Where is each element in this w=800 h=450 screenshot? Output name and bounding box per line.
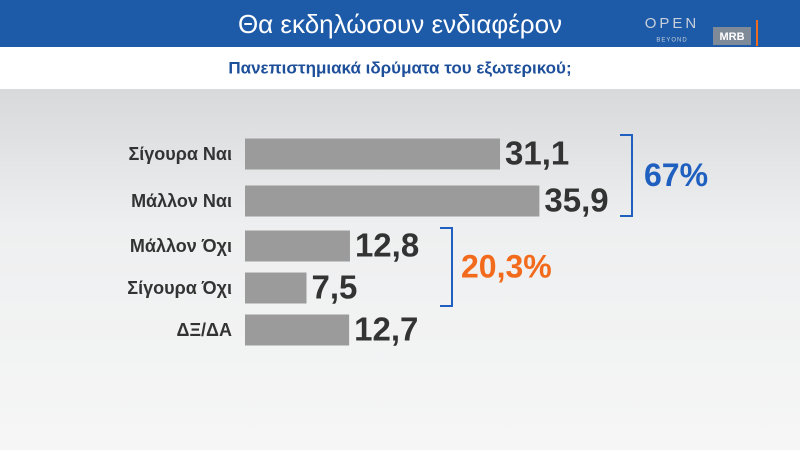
value-label: 31,1 — [505, 135, 569, 172]
value-label: 7,5 — [312, 269, 358, 306]
subtitle-bar — [0, 47, 800, 89]
bar — [245, 230, 350, 262]
value-label: 12,7 — [354, 311, 418, 348]
chart-subtitle: Πανεπιστημιακά ιδρύματα του εξωτερικού; — [228, 58, 571, 77]
bar — [245, 272, 307, 304]
category-label: Σίγουρα Όχι — [127, 278, 232, 298]
group-total: 67% — [644, 157, 708, 193]
logo-divider — [756, 20, 758, 46]
logo-mrb: MRB — [719, 31, 744, 43]
bracket — [440, 227, 453, 307]
category-label: Μάλλον Όχι — [130, 236, 232, 256]
logo-beyond: BEYOND — [656, 38, 687, 44]
value-label: 12,8 — [355, 227, 419, 264]
group-total: 20,3% — [461, 248, 552, 284]
category-label: Σίγουρα Ναι — [128, 144, 232, 164]
category-label: ΔΞ/ΔΑ — [177, 320, 232, 340]
bar — [245, 314, 350, 346]
category-label: Μάλλον Ναι — [131, 191, 232, 211]
bar — [245, 185, 540, 217]
bar — [245, 138, 501, 170]
chart-title: Θα εκδηλώσουν ενδιαφέρον — [238, 9, 562, 39]
logo-open: OPEN — [645, 15, 700, 32]
value-label: 35,9 — [544, 182, 608, 219]
logo-mrb-box — [713, 27, 751, 45]
bracket — [620, 134, 633, 217]
header-bar — [0, 0, 800, 47]
